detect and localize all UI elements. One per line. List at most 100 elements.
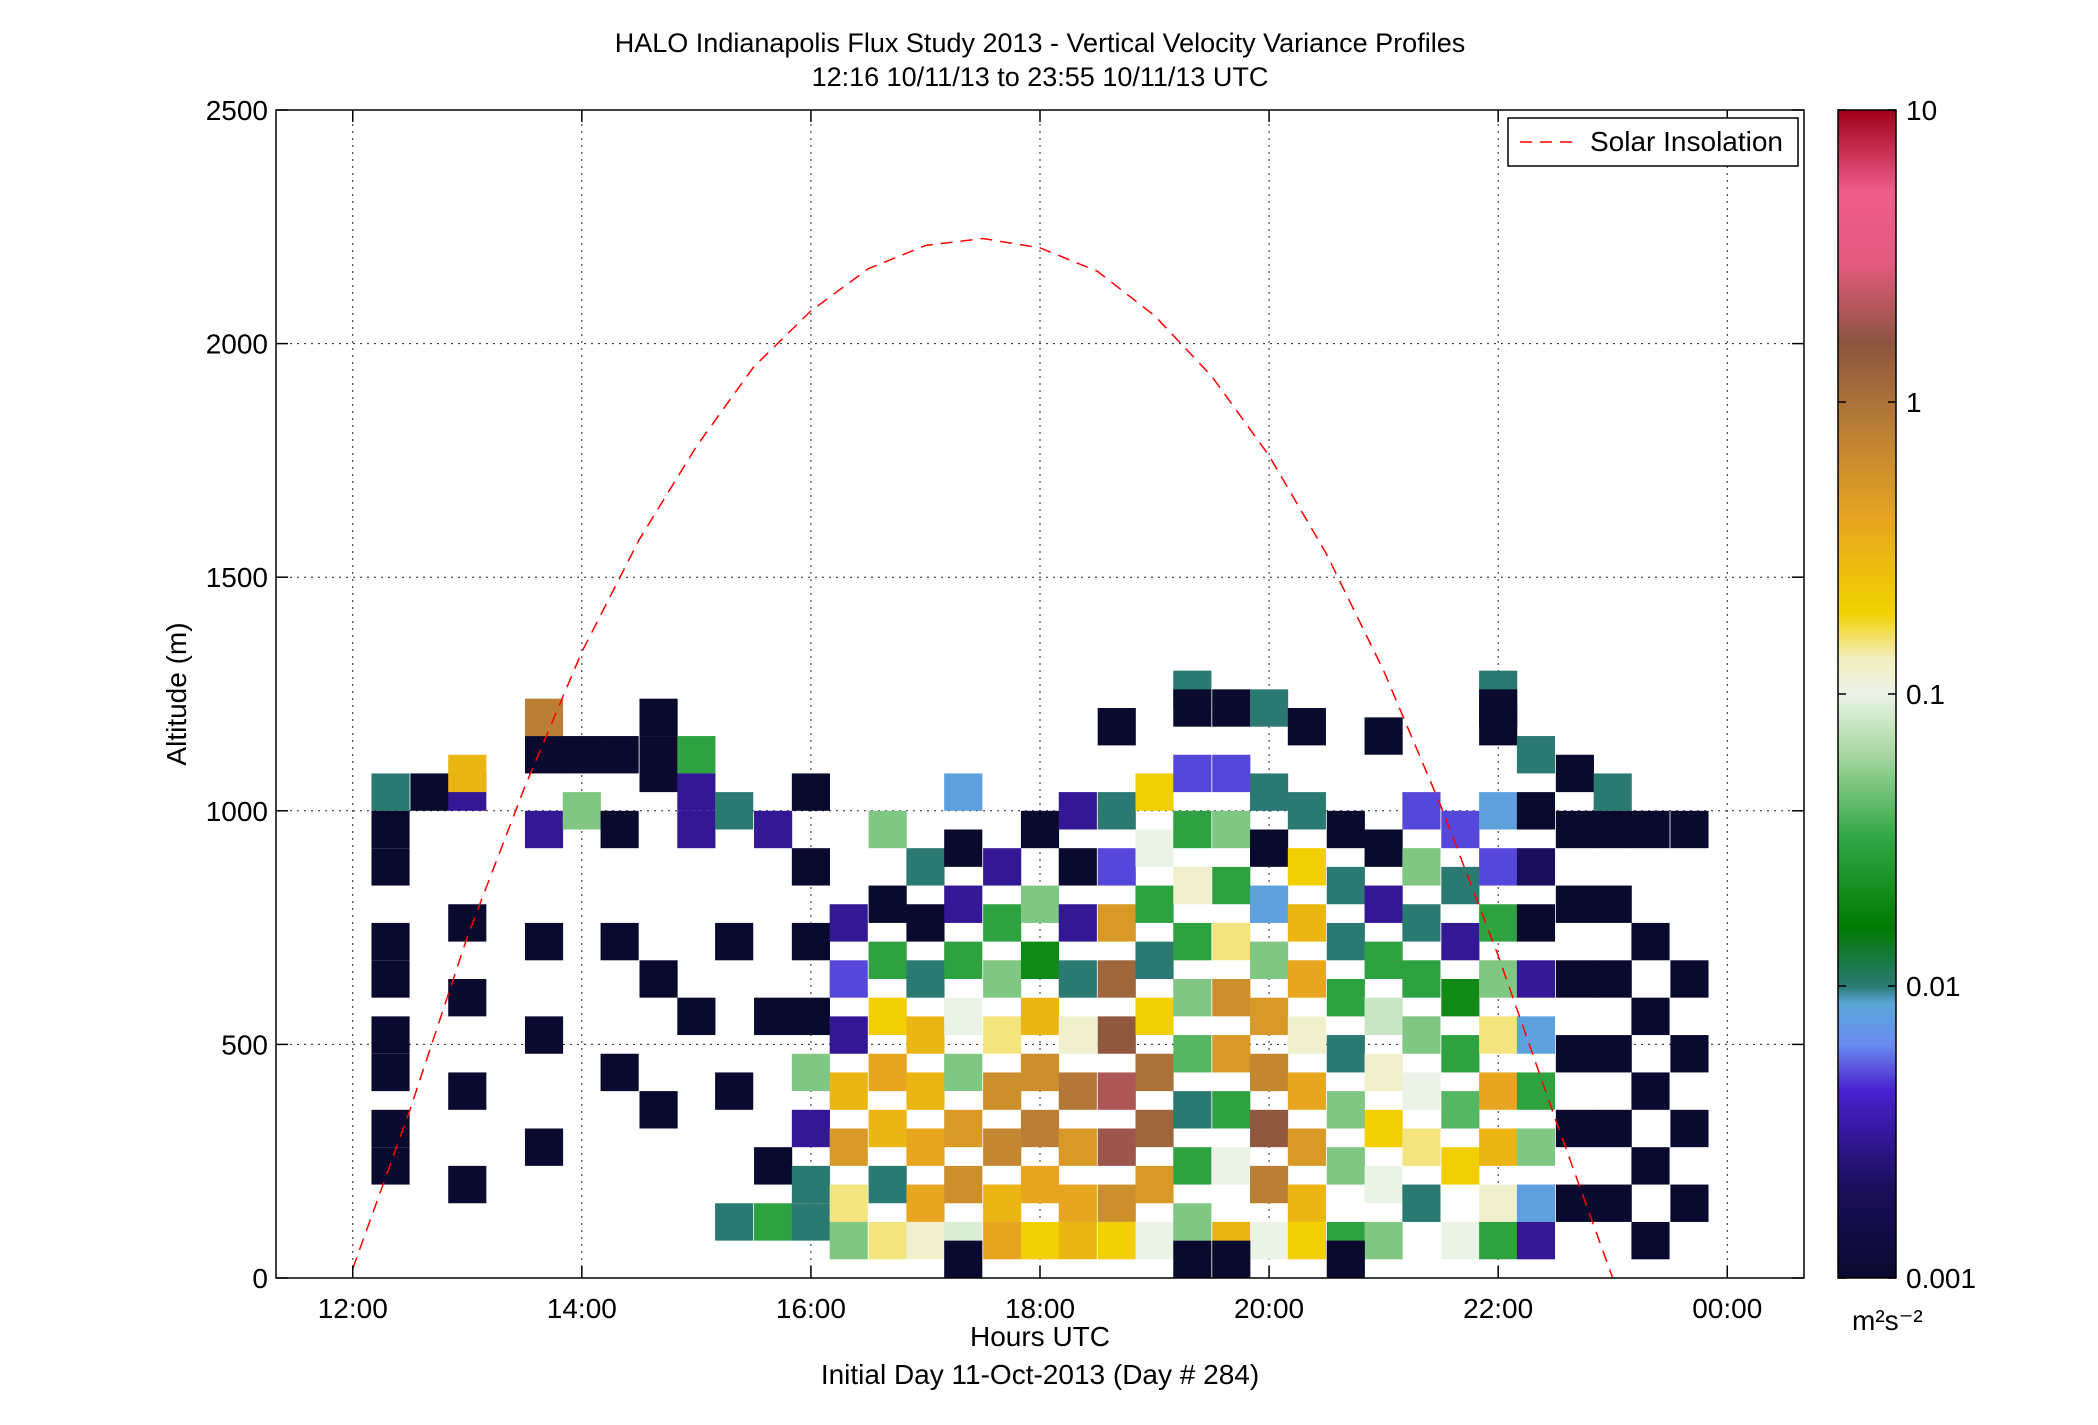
heatmap-cell <box>639 960 678 998</box>
colorbar: 0.001 0.01 0.1 1 10 m²s⁻² <box>1837 95 1976 1336</box>
heatmap-cell <box>829 960 868 998</box>
heatmap-cell <box>754 997 793 1036</box>
heatmap-cell <box>1212 1240 1251 1278</box>
heatmap-cell <box>1555 1109 1594 1148</box>
colorbar-units: m²s⁻² <box>1852 1305 1923 1336</box>
heatmap-cell <box>1516 1184 1556 1222</box>
heatmap-cell <box>677 810 716 849</box>
heatmap-cell <box>1250 1165 1289 1204</box>
heatmap-cell <box>1555 754 1594 793</box>
heatmap-cell <box>868 1221 907 1260</box>
heatmap-cell <box>1058 1184 1097 1222</box>
heatmap-cell <box>1631 1147 1670 1185</box>
heatmap-cell <box>1250 997 1289 1036</box>
heatmap-cell <box>1555 1184 1594 1222</box>
colorbar-gradient <box>1837 109 1897 1279</box>
heatmap-cell <box>1364 1053 1403 1092</box>
heatmap-cell <box>1058 1128 1097 1166</box>
heatmap-cell <box>1058 1221 1097 1260</box>
colorbar-tick-label: 10 <box>1906 95 1937 126</box>
heatmap-cell <box>1212 1147 1251 1185</box>
heatmap-cell <box>754 810 793 849</box>
solar-insolation-line <box>351 237 1614 1278</box>
heatmap-cell <box>829 1072 868 1110</box>
heatmap-cell <box>1631 810 1670 849</box>
y-tick-label: 2500 <box>206 95 268 126</box>
colorbar-tick-label: 0.001 <box>1906 1263 1976 1294</box>
heatmap-cell <box>1287 960 1326 998</box>
heatmap-cell <box>1479 1184 1518 1222</box>
legend-box <box>1507 117 1799 167</box>
heatmap-cell <box>562 736 601 774</box>
heatmap-cell <box>371 773 410 811</box>
heatmap-cell <box>1250 829 1289 867</box>
heatmap-cell <box>868 810 907 849</box>
heatmap-cell <box>1555 885 1594 923</box>
heatmap-cell <box>868 941 907 979</box>
heatmap-cell <box>448 754 487 793</box>
heatmap-cell <box>1173 1240 1212 1278</box>
heatmap-cell <box>1326 1035 1365 1073</box>
heatmap-cell <box>1135 1221 1174 1260</box>
heatmap-cell <box>1441 1035 1480 1073</box>
heatmap-cell <box>906 1184 945 1222</box>
heatmap-cell <box>1287 1221 1326 1260</box>
heatmap-cell <box>1020 941 1060 979</box>
heatmap-cell <box>600 1053 639 1092</box>
heatmap-cell <box>1593 810 1632 849</box>
heatmap-cell <box>944 997 983 1036</box>
heatmap-cell <box>829 1128 868 1166</box>
colorbar-tick-label: 0.01 <box>1906 971 1961 1002</box>
heatmap-cell <box>1020 810 1060 849</box>
heatmap-cell <box>944 1053 983 1092</box>
heatmap-cell <box>944 1165 983 1204</box>
colorbar-ticks: 0.001 0.01 0.1 1 10 <box>1838 95 1976 1294</box>
heatmap-cell <box>1020 1053 1060 1092</box>
heatmap-cell <box>1441 810 1480 849</box>
heatmap-cell <box>1212 978 1251 1017</box>
heatmap-cell <box>1173 1035 1212 1073</box>
heatmap-cell <box>829 904 868 942</box>
heatmap-cell <box>868 997 907 1036</box>
heatmap-cell <box>715 1072 754 1110</box>
chart-title: HALO Indianapolis Flux Study 2013 - Vert… <box>615 28 1465 58</box>
heatmap-cell <box>1097 1016 1136 1054</box>
heatmap-cell <box>1326 1240 1365 1278</box>
heatmap-cell <box>1020 885 1060 923</box>
plot-grid <box>276 109 1804 1279</box>
heatmap-cell <box>1326 1147 1365 1185</box>
heatmap-cell <box>1402 904 1441 942</box>
x-tick-label: 20:00 <box>1234 1293 1304 1324</box>
heatmap-cell <box>1593 1035 1632 1073</box>
heatmap-cell <box>1173 810 1212 849</box>
heatmap-cell <box>1516 736 1556 774</box>
heatmap-cell <box>1287 904 1326 942</box>
heatmap-cell <box>1135 885 1174 923</box>
y-tick-label: 1000 <box>206 796 268 827</box>
heatmap-cell <box>715 1203 754 1241</box>
heatmap-cells <box>371 670 1709 1278</box>
heatmap-cell <box>983 1184 1022 1222</box>
heatmap-cell <box>983 960 1022 998</box>
y-axis-label: Altitude (m) <box>161 622 192 765</box>
heatmap-cell <box>983 848 1022 886</box>
heatmap-cell <box>1097 1221 1136 1260</box>
heatmap-cell <box>1441 1221 1480 1260</box>
heatmap-cell <box>715 792 754 830</box>
heatmap-cell <box>524 1016 564 1054</box>
heatmap-cell <box>1441 922 1480 961</box>
heatmap-cell <box>754 1203 793 1241</box>
heatmap-cell <box>1212 689 1251 727</box>
heatmap-cell <box>524 922 564 961</box>
heatmap-cell <box>1212 810 1251 849</box>
heatmap-cell <box>562 792 601 830</box>
heatmap-cell <box>1173 689 1212 727</box>
heatmap-cell <box>1516 904 1556 942</box>
heatmap-cell <box>1364 1109 1403 1148</box>
heatmap-cell <box>1364 941 1403 979</box>
heatmap-cell <box>1058 792 1097 830</box>
heatmap-cell <box>791 1109 830 1148</box>
heatmap-cell <box>1250 689 1289 727</box>
y-tick-label: 2000 <box>206 329 268 360</box>
